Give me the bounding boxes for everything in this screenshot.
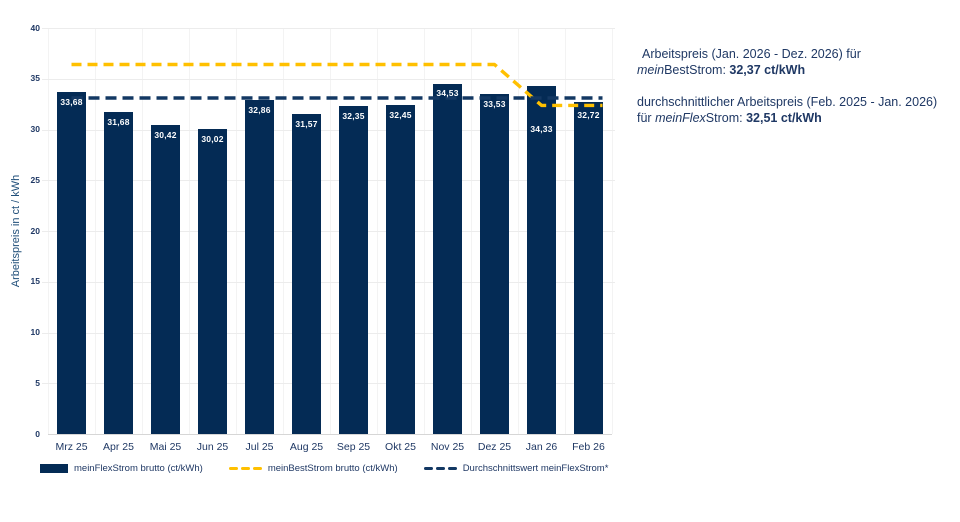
- bar-jul-25: [245, 100, 274, 434]
- y-tick-label: 35: [30, 73, 40, 84]
- avg-price-note: durchschnittlicher Arbeitspreis (Feb. 20…: [637, 94, 959, 126]
- bar-value-label: 33,68: [60, 97, 83, 108]
- bar-apr-25: [104, 112, 133, 434]
- horizontal-gridline: [42, 281, 615, 283]
- bar-jun-25: [198, 129, 227, 434]
- bar-value-label: 32,86: [248, 105, 271, 116]
- avg-price-brand-italic: meinFlex: [655, 111, 706, 125]
- horizontal-gridline: [42, 28, 615, 29]
- bar-aug-25: [292, 113, 321, 434]
- bar-value-label: 30,02: [201, 134, 224, 145]
- y-tick-label: 25: [30, 174, 40, 185]
- bar-value-label: 34,33: [530, 123, 553, 134]
- y-tick-label: 10: [30, 327, 40, 337]
- bar-mrz-25: [57, 92, 86, 434]
- x-axis-label: Jun 25: [196, 441, 229, 453]
- x-axis-label: Mrz 25: [55, 441, 88, 453]
- bar-value-label: 32,72: [577, 109, 600, 120]
- y-tick-label: 30: [30, 124, 40, 134]
- x-axis-label: Jul 25: [245, 441, 274, 453]
- x-axis-label: Nov 25: [430, 441, 465, 453]
- x-axis-label: Dez 25: [477, 441, 512, 453]
- avg-price-prefix: für: [637, 111, 656, 125]
- bar-value-label: 34,53: [436, 87, 459, 98]
- best-price-brand-rest: BestStrom:: [664, 63, 730, 77]
- legend-item-beststrom-line: meinBestStrom brutto (ct/kWh): [228, 463, 398, 474]
- x-axis-label: Okt 25: [385, 441, 416, 453]
- chart-legend: meinFlexStrom brutto (ct/kWh) meinBestSt…: [40, 463, 608, 474]
- horizontal-gridline: [42, 231, 615, 232]
- y-tick-label: 15: [30, 276, 40, 287]
- y-tick-label: 40: [30, 22, 40, 33]
- x-axis-label: Feb 26: [572, 441, 605, 453]
- best-price-brand-italic: mein: [637, 63, 665, 77]
- y-tick-label: 5: [35, 377, 40, 388]
- annotation-panel: Arbeitspreis (Jan. 2026 - Dez. 2026) für…: [637, 46, 959, 142]
- x-axis-label: Apr 25: [103, 441, 134, 453]
- navy-dashed-line-icon: [423, 467, 457, 470]
- avg-price-value: 32,51 ct/kWh: [746, 111, 822, 125]
- bar-value-label: 31,68: [107, 117, 130, 128]
- bar-value-label: 31,57: [295, 118, 318, 129]
- dashed-lines-layer: [71, 62, 603, 108]
- horizontal-gridline: [42, 129, 615, 131]
- best-price-note: Arbeitspreis (Jan. 2026 - Dez. 2026) für…: [637, 46, 959, 78]
- legend-item-flexstrom-bars: meinFlexStrom brutto (ct/kWh): [40, 463, 203, 474]
- legend-label: meinBestStrom brutto (ct/kWh): [267, 463, 398, 474]
- beststrom-dashed-line: [71, 62, 603, 108]
- horizontal-gridline: [42, 180, 615, 182]
- avg-price-line1: durchschnittlicher Arbeitspreis (Feb. 20…: [637, 95, 938, 109]
- bar-value-label: 33,53: [483, 98, 506, 109]
- y-tick-label: 20: [30, 225, 40, 236]
- legend-label: Durchschnittswert meinFlexStrom*: [462, 463, 609, 474]
- best-price-line1: Arbeitspreis (Jan. 2026 - Dez. 2026) für: [642, 47, 861, 61]
- x-axis-label: Aug 25: [289, 441, 324, 453]
- bar-mai-25: [151, 125, 180, 434]
- horizontal-gridline: [42, 78, 615, 80]
- yellow-dashed-line-icon: [228, 467, 262, 470]
- bar-value-label: 32,35: [342, 110, 365, 121]
- bar-swatch-icon: [40, 464, 68, 473]
- x-axis-label: Jan 26: [525, 441, 558, 453]
- chart-plot-area: 33,68 31,68 30,42 30,02 32,86 31,57 32,35 32,45…: [42, 28, 615, 435]
- bar-sep-25: [339, 105, 368, 434]
- y-tick-label: 0: [35, 428, 40, 439]
- best-price-value: 32,37 ct/kWh: [729, 63, 806, 77]
- horizontal-gridline: [42, 332, 615, 334]
- bar-value-label: 32,45: [389, 109, 412, 120]
- bar-dez-25: [480, 93, 509, 434]
- bar-feb-26: [574, 101, 603, 434]
- x-axis-label: Mai 25: [149, 441, 182, 453]
- avg-price-brand-rest: Strom:: [705, 111, 747, 125]
- legend-item-average-line: Durchschnittswert meinFlexStrom*: [423, 463, 609, 474]
- bar-jan-26: [527, 85, 556, 434]
- horizontal-gridline: [42, 383, 615, 385]
- bar-value-label: 30,42: [154, 130, 177, 141]
- bar-nov-25: [433, 83, 462, 434]
- legend-label: meinFlexStrom brutto (ct/kWh): [74, 463, 203, 474]
- bar-okt-25: [386, 104, 415, 434]
- x-axis-label: Sep 25: [336, 441, 371, 453]
